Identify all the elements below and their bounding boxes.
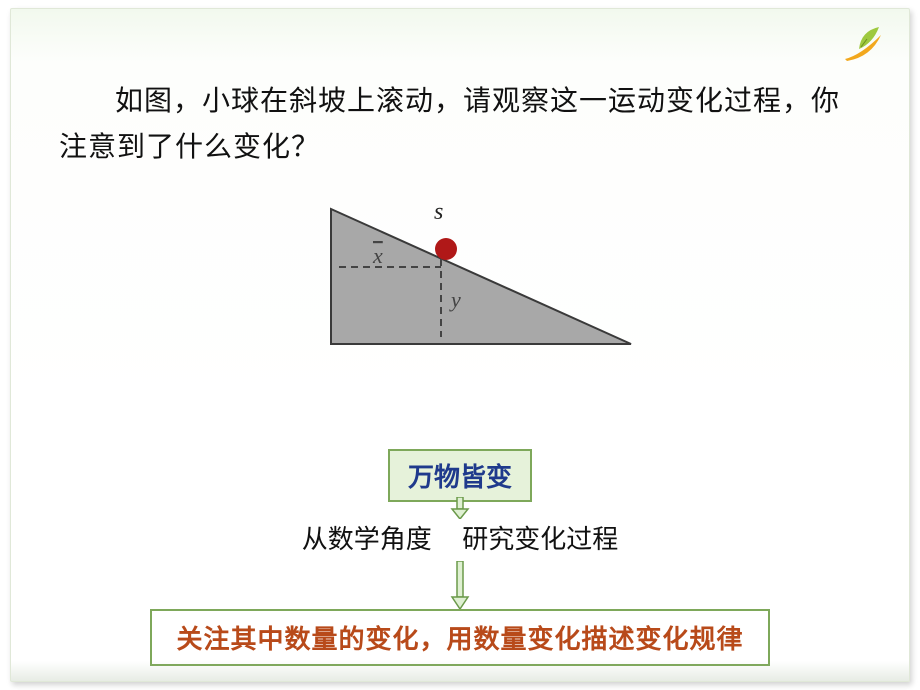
arrow-down-icon [448,561,472,609]
arrow-head [452,509,468,519]
slide-container: 如图，小球在斜坡上滚动，请观察这一运动变化过程，你注意到了什么变化？ s x y… [10,8,910,682]
mid-label-row: 从数学角度 研究变化过程 [11,519,909,556]
arrow-stem [457,497,463,509]
footer-gradient [11,661,909,681]
slope-diagram: s x y [291,199,651,399]
diagram-svg: s x y [291,199,651,399]
arrow-1-wrap [11,497,909,519]
arrow-stem [457,561,463,597]
concept-box-quantitative-change: 关注其中数量的变化，用数量变化描述变化规律 [150,609,769,666]
concept-box-row-2: 关注其中数量的变化，用数量变化描述变化规律 [11,609,909,666]
brand-logo [841,25,887,70]
arrow-2-wrap [11,561,909,609]
problem-text: 如图，小球在斜坡上滚动，请观察这一运动变化过程，你注意到了什么变化？ [59,79,861,171]
label-x: x [372,243,383,268]
triangle-slope [331,209,631,344]
label-s: s [434,199,443,225]
concept-box-row-1: 万物皆变 [11,449,909,502]
ball [435,238,457,260]
mid-label-left: 从数学角度 [302,519,432,556]
label-y: y [449,287,461,312]
mid-label-right: 研究变化过程 [462,519,618,556]
logo-icon [841,25,887,65]
arrow-head [452,597,468,609]
arrow-down-icon [448,497,472,519]
concept-box-everything-changes: 万物皆变 [388,449,532,502]
